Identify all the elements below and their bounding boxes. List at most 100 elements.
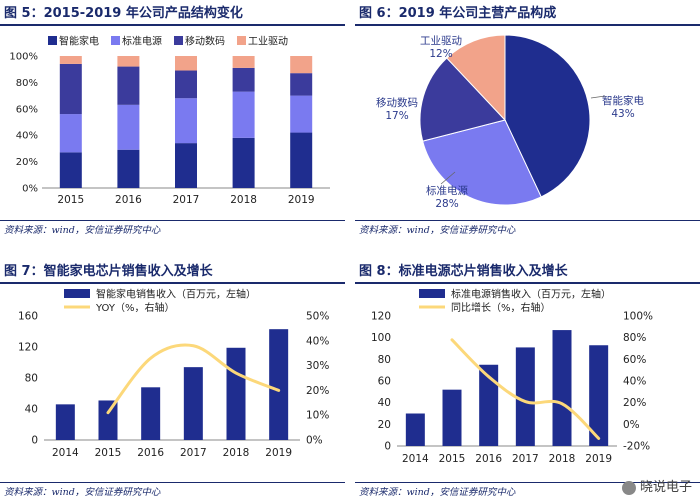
fig5-source-bar: 资料来源：wind，安信证券研究中心 bbox=[0, 220, 345, 236]
fig7-right-tick-label: 10% bbox=[306, 410, 329, 422]
fig8-left-tick-label: 60 bbox=[378, 376, 391, 388]
fig5-ytick-label: 60% bbox=[16, 104, 38, 115]
fig5-legend-swatch bbox=[48, 36, 57, 45]
fig6-slice-label: 工业驱动 bbox=[420, 35, 462, 47]
fig5-bar-segment bbox=[175, 56, 197, 71]
fig6-pie-slice bbox=[422, 119, 542, 206]
watermark: 晓说电子 bbox=[621, 476, 692, 495]
fig8-right-tick-label: 40% bbox=[623, 376, 646, 388]
fig6-pie-slice bbox=[419, 57, 506, 142]
fig5-bar-segment bbox=[59, 56, 82, 64]
fig7-growth-line bbox=[106, 343, 281, 415]
fig6-slice-pct: 28% bbox=[435, 198, 458, 210]
fig7-xtick-label: 2018 bbox=[223, 447, 250, 459]
fig5-bar-segment bbox=[59, 63, 82, 115]
fig5-bar-segment bbox=[117, 149, 140, 188]
fig8-source-bar: 资料来源：wind，安信证券研究中心 bbox=[355, 482, 700, 498]
fig8-right-tick-label: 100% bbox=[623, 311, 653, 323]
fig5-xtick-label: 2017 bbox=[173, 194, 200, 206]
fig6-slice-pct: 43% bbox=[611, 108, 634, 120]
fig5-bar-segment bbox=[232, 56, 255, 68]
fig8-bar bbox=[405, 413, 425, 446]
fig8-right-tick-label: 0% bbox=[623, 419, 640, 431]
fig7-bar bbox=[55, 404, 75, 440]
fig8-title: 图 8：标准电源芯片销售收入及增长 bbox=[359, 264, 568, 279]
fig5-panel: 图 5：2015-2019 年公司产品结构变化 智能家电 标准电源 移动数码 工业驱动… bbox=[0, 0, 345, 240]
fig8-xtick-label: 2015 bbox=[439, 453, 466, 465]
fig7-xtick-label: 2016 bbox=[137, 447, 164, 459]
fig5-bar-segment bbox=[59, 114, 82, 153]
fig6-title: 图 6：2019 年公司主营产品构成 bbox=[359, 6, 557, 21]
fig5-xtick-label: 2019 bbox=[288, 194, 315, 206]
fig5-legend-label: 移动数码 bbox=[185, 35, 225, 48]
fig7-left-tick-label: 80 bbox=[25, 373, 38, 385]
fig5-title: 图 5：2015-2019 年公司产品结构变化 bbox=[4, 6, 243, 21]
fig5-ytick-label: 40% bbox=[16, 131, 38, 142]
fig5-bar-segment bbox=[59, 152, 82, 188]
fig8-xtick-label: 2014 bbox=[402, 453, 429, 465]
fig8-bar bbox=[442, 389, 462, 446]
fig5-bar-segment bbox=[290, 95, 313, 133]
fig8-xtick-label: 2017 bbox=[512, 453, 539, 465]
fig7-bar bbox=[226, 347, 246, 440]
fig6-slice-label: 智能家电 bbox=[602, 94, 644, 107]
fig5-bar-segment bbox=[175, 70, 197, 99]
fig5-bar-segment bbox=[117, 104, 140, 150]
fig5-bar-segment bbox=[175, 143, 197, 188]
fig8-xtick-label: 2018 bbox=[549, 453, 576, 465]
fig7-xtick-label: 2019 bbox=[265, 447, 292, 459]
fig5-bar-segment bbox=[232, 137, 255, 188]
fig6-title-bar: 图 6：2019 年公司主营产品构成 bbox=[355, 0, 700, 26]
fig7-left-tick-label: 120 bbox=[18, 342, 38, 354]
fig5-legend-label: 工业驱动 bbox=[248, 36, 288, 48]
fig7-right-tick-label: 30% bbox=[306, 360, 329, 372]
fig6-panel: 图 6：2019 年公司主营产品构成 智能家电 43% 标准电源 28% 移动数码 17%… bbox=[355, 0, 700, 240]
fig8-panel: 图 8：标准电源芯片销售收入及增长 标准电源销售收入（百万元，左轴） 同比增长（%… bbox=[355, 258, 700, 501]
fig8-xtick-label: 2019 bbox=[585, 453, 612, 465]
fig7-panel: 图 7：智能家电芯片销售收入及增长 智能家电销售收入（百万元，左轴） YOY（%，… bbox=[0, 258, 345, 501]
fig8-right-tick-label: 20% bbox=[623, 397, 646, 409]
fig7-xtick-label: 2015 bbox=[95, 447, 122, 459]
fig6-slice-pct: 12% bbox=[429, 48, 452, 60]
fig6-slice-label: 标准电源 bbox=[426, 184, 468, 197]
fig5-legend-swatch bbox=[237, 36, 246, 45]
fig8-right-tick-label: -20% bbox=[623, 441, 650, 453]
fig6-pie-slice bbox=[446, 34, 506, 122]
fig8-left-tick-label: 120 bbox=[371, 311, 391, 323]
fig8-chart: 标准电源销售收入（百万元，左轴）同比增长（%，右轴） 0 20 40 60 80 100 12… bbox=[371, 288, 653, 466]
fig8-left-tick-label: 40 bbox=[378, 397, 391, 409]
fig8-left-tick-label: 80 bbox=[378, 354, 391, 366]
wechat-icon bbox=[621, 480, 636, 495]
fig7-source-bar: 资料来源：wind，安信证券研究中心 bbox=[0, 482, 345, 498]
fig5-bar-segment bbox=[117, 56, 140, 67]
fig7-left-tick-label: 40 bbox=[25, 404, 38, 416]
fig5-legend-swatch bbox=[174, 36, 183, 45]
fig5-bar-segment bbox=[290, 56, 313, 74]
fig7-legend-bar-label: 智能家电销售收入（百万元，左轴） bbox=[96, 288, 256, 301]
fig6-leader-line bbox=[590, 95, 606, 99]
fig5-xtick-label: 2018 bbox=[230, 194, 257, 206]
fig7-title-bar: 图 7：智能家电芯片销售收入及增长 bbox=[0, 258, 345, 284]
fig7-legend-line-label: YOY（%，右轴） bbox=[95, 301, 175, 314]
watermark-text: 晓说电子 bbox=[639, 480, 692, 495]
fig5-bar-segment bbox=[290, 132, 313, 188]
fig7-right-tick-label: 20% bbox=[306, 385, 329, 397]
fig5-bar-segment bbox=[232, 91, 255, 138]
fig5-ytick-label: 80% bbox=[16, 78, 38, 89]
fig7-source: 资料来源：wind，安信证券研究中心 bbox=[4, 487, 161, 498]
fig5-title-bar: 图 5：2015-2019 年公司产品结构变化 bbox=[0, 0, 345, 26]
fig5-ytick-label: 100% bbox=[9, 52, 38, 63]
fig8-bar bbox=[479, 364, 499, 446]
fig8-bar bbox=[515, 347, 535, 446]
fig7-bar bbox=[183, 367, 203, 440]
fig7-right-tick-label: 0% bbox=[306, 435, 323, 447]
fig5-bar-segment bbox=[232, 67, 255, 92]
fig8-bar bbox=[552, 330, 572, 446]
fig5-legend-label: 标准电源 bbox=[122, 35, 162, 48]
fig6-source-bar: 资料来源：wind，安信证券研究中心 bbox=[355, 220, 700, 236]
fig6-pie-slice bbox=[504, 34, 591, 198]
fig8-right-tick-label: 60% bbox=[623, 354, 646, 366]
fig7-title: 图 7：智能家电芯片销售收入及增长 bbox=[4, 264, 213, 279]
fig7-xtick-label: 2014 bbox=[52, 447, 79, 459]
